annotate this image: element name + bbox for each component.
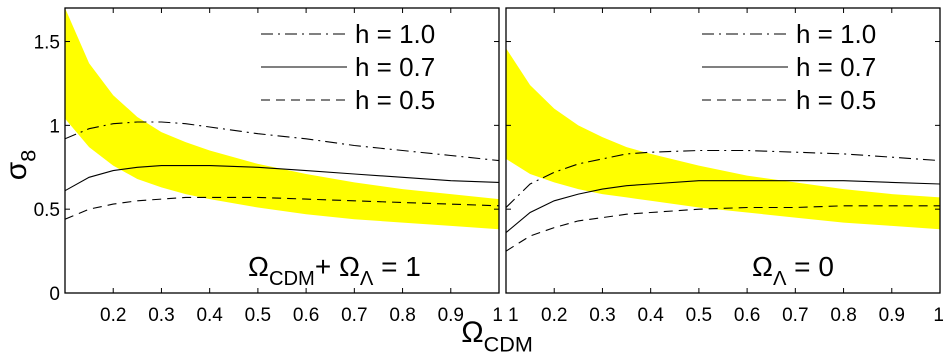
x-tick-label-left: 0.3 (148, 305, 174, 326)
y-tick-label: 0 (49, 284, 60, 305)
x-tick-label-right-part: 0.5 (686, 305, 712, 326)
constraint-annotation-left-part: CDM (269, 268, 315, 290)
y-tick-label-part: 1.5 (34, 33, 60, 54)
uncertainty-band-left (65, 8, 499, 230)
x-tick-label-right: 1 (508, 305, 519, 326)
x-tick-label-left: 0.9 (438, 305, 464, 326)
legend-label-right-0: h = 1.0 (796, 19, 876, 49)
x-tick-label-left: 1 (492, 305, 503, 326)
x-tick-label-right: 0.7 (782, 305, 808, 326)
y-axis-label-part: 8 (16, 150, 41, 162)
x-tick-label-left-part: 0.8 (389, 305, 415, 326)
legend-label-left-1: h = 0.7 (355, 52, 435, 82)
legend-label-left-0-part: h = 1.0 (355, 19, 435, 49)
series-line-right-2 (506, 205, 940, 252)
x-tick-label-right: 0.3 (589, 305, 615, 326)
series-line-left-0 (65, 121, 499, 162)
x-tick-label-left-part: 0.5 (245, 305, 271, 326)
legend-label-right-2-part: h = 0.5 (796, 85, 876, 115)
x-tick-label-right-part: 0.3 (589, 305, 615, 326)
legend-label-left-2-part: h = 0.5 (355, 85, 435, 115)
x-tick-label-left-part: 0.9 (438, 305, 464, 326)
x-tick-label-right: 0.9 (879, 305, 905, 326)
x-tick-label-left-part: 0.2 (100, 305, 126, 326)
x-tick-label-right: 0.8 (830, 305, 856, 326)
series-line-right-1 (506, 180, 940, 234)
legend-label-right-1: h = 0.7 (796, 52, 876, 82)
uncertainty-band-right (506, 48, 940, 230)
y-axis-label-part: σ (0, 161, 33, 180)
x-tick-label-right: 0.5 (686, 305, 712, 326)
y-tick-label: 0.5 (34, 200, 60, 221)
constraint-annotation-left-part: Λ (360, 268, 374, 290)
y-tick-label: 1.5 (34, 33, 60, 54)
legend-label-left-2: h = 0.5 (355, 85, 435, 115)
y-tick-label-part: 0 (49, 284, 60, 305)
series-line-left-1 (65, 165, 499, 192)
x-axis-label-part: Ω (461, 316, 483, 349)
constraint-annotation-left-part: = 1 (373, 251, 420, 282)
x-tick-label-right-part: 0.9 (879, 305, 905, 326)
x-tick-label-right-part: 0.8 (830, 305, 856, 326)
series-line-left-2 (65, 196, 499, 220)
x-tick-label-left-part: 0.6 (293, 305, 319, 326)
x-tick-label-right-part: 0.2 (541, 305, 567, 326)
constraint-annotation-right-part: Λ (773, 268, 787, 290)
x-tick-label-left: 0.4 (196, 305, 223, 326)
y-tick-label: 1 (49, 116, 60, 137)
x-tick-label-right-part: 1 (933, 305, 944, 326)
x-tick-label-left: 0.2 (100, 305, 126, 326)
constraint-annotation-left: ΩCDM+ ΩΛ = 1 (248, 251, 421, 290)
legend-label-right-1-part: h = 0.7 (796, 52, 876, 82)
x-tick-label-left: 0.7 (341, 305, 367, 326)
plot-frame-left (64, 7, 500, 294)
legend-label-right-0-part: h = 1.0 (796, 19, 876, 49)
x-tick-label-right-part: 0.6 (734, 305, 760, 326)
constraint-annotation-right-part: Ω (752, 251, 773, 282)
x-tick-label-right-part: 0.7 (782, 305, 808, 326)
x-axis-label: ΩCDM (461, 316, 533, 353)
constraint-annotation-left-part: + Ω (315, 251, 360, 282)
x-tick-label-left-part: 0.4 (196, 305, 223, 326)
x-tick-label-left: 0.8 (389, 305, 415, 326)
x-tick-label-left-part: 0.7 (341, 305, 367, 326)
constraint-annotation-right-part: = 0 (786, 251, 833, 282)
x-tick-label-right: 0.4 (637, 305, 664, 326)
x-tick-label-right-part: 0.4 (637, 305, 664, 326)
x-tick-label-right: 0.6 (734, 305, 760, 326)
x-tick-label-left: 0.5 (245, 305, 271, 326)
plot-frame-right (505, 7, 941, 294)
x-tick-label-right-part: 1 (508, 305, 519, 326)
y-tick-label-part: 1 (49, 116, 60, 137)
y-axis-label: σ8 (0, 150, 41, 181)
x-tick-label-right: 0.2 (541, 305, 567, 326)
x-tick-label-right: 1 (933, 305, 944, 326)
legend-label-left-1-part: h = 0.7 (355, 52, 435, 82)
y-tick-label-part: 0.5 (34, 200, 60, 221)
x-tick-label-left-part: 0.3 (148, 305, 174, 326)
legend-label-right-2: h = 0.5 (796, 85, 876, 115)
x-tick-label-left-part: 1 (492, 305, 503, 326)
x-axis-label-part: CDM (484, 332, 533, 353)
x-tick-label-left: 0.6 (293, 305, 319, 326)
constraint-annotation-right: ΩΛ = 0 (752, 251, 834, 290)
constraint-annotation-left-part: Ω (248, 251, 269, 282)
legend-label-left-0: h = 1.0 (355, 19, 435, 49)
